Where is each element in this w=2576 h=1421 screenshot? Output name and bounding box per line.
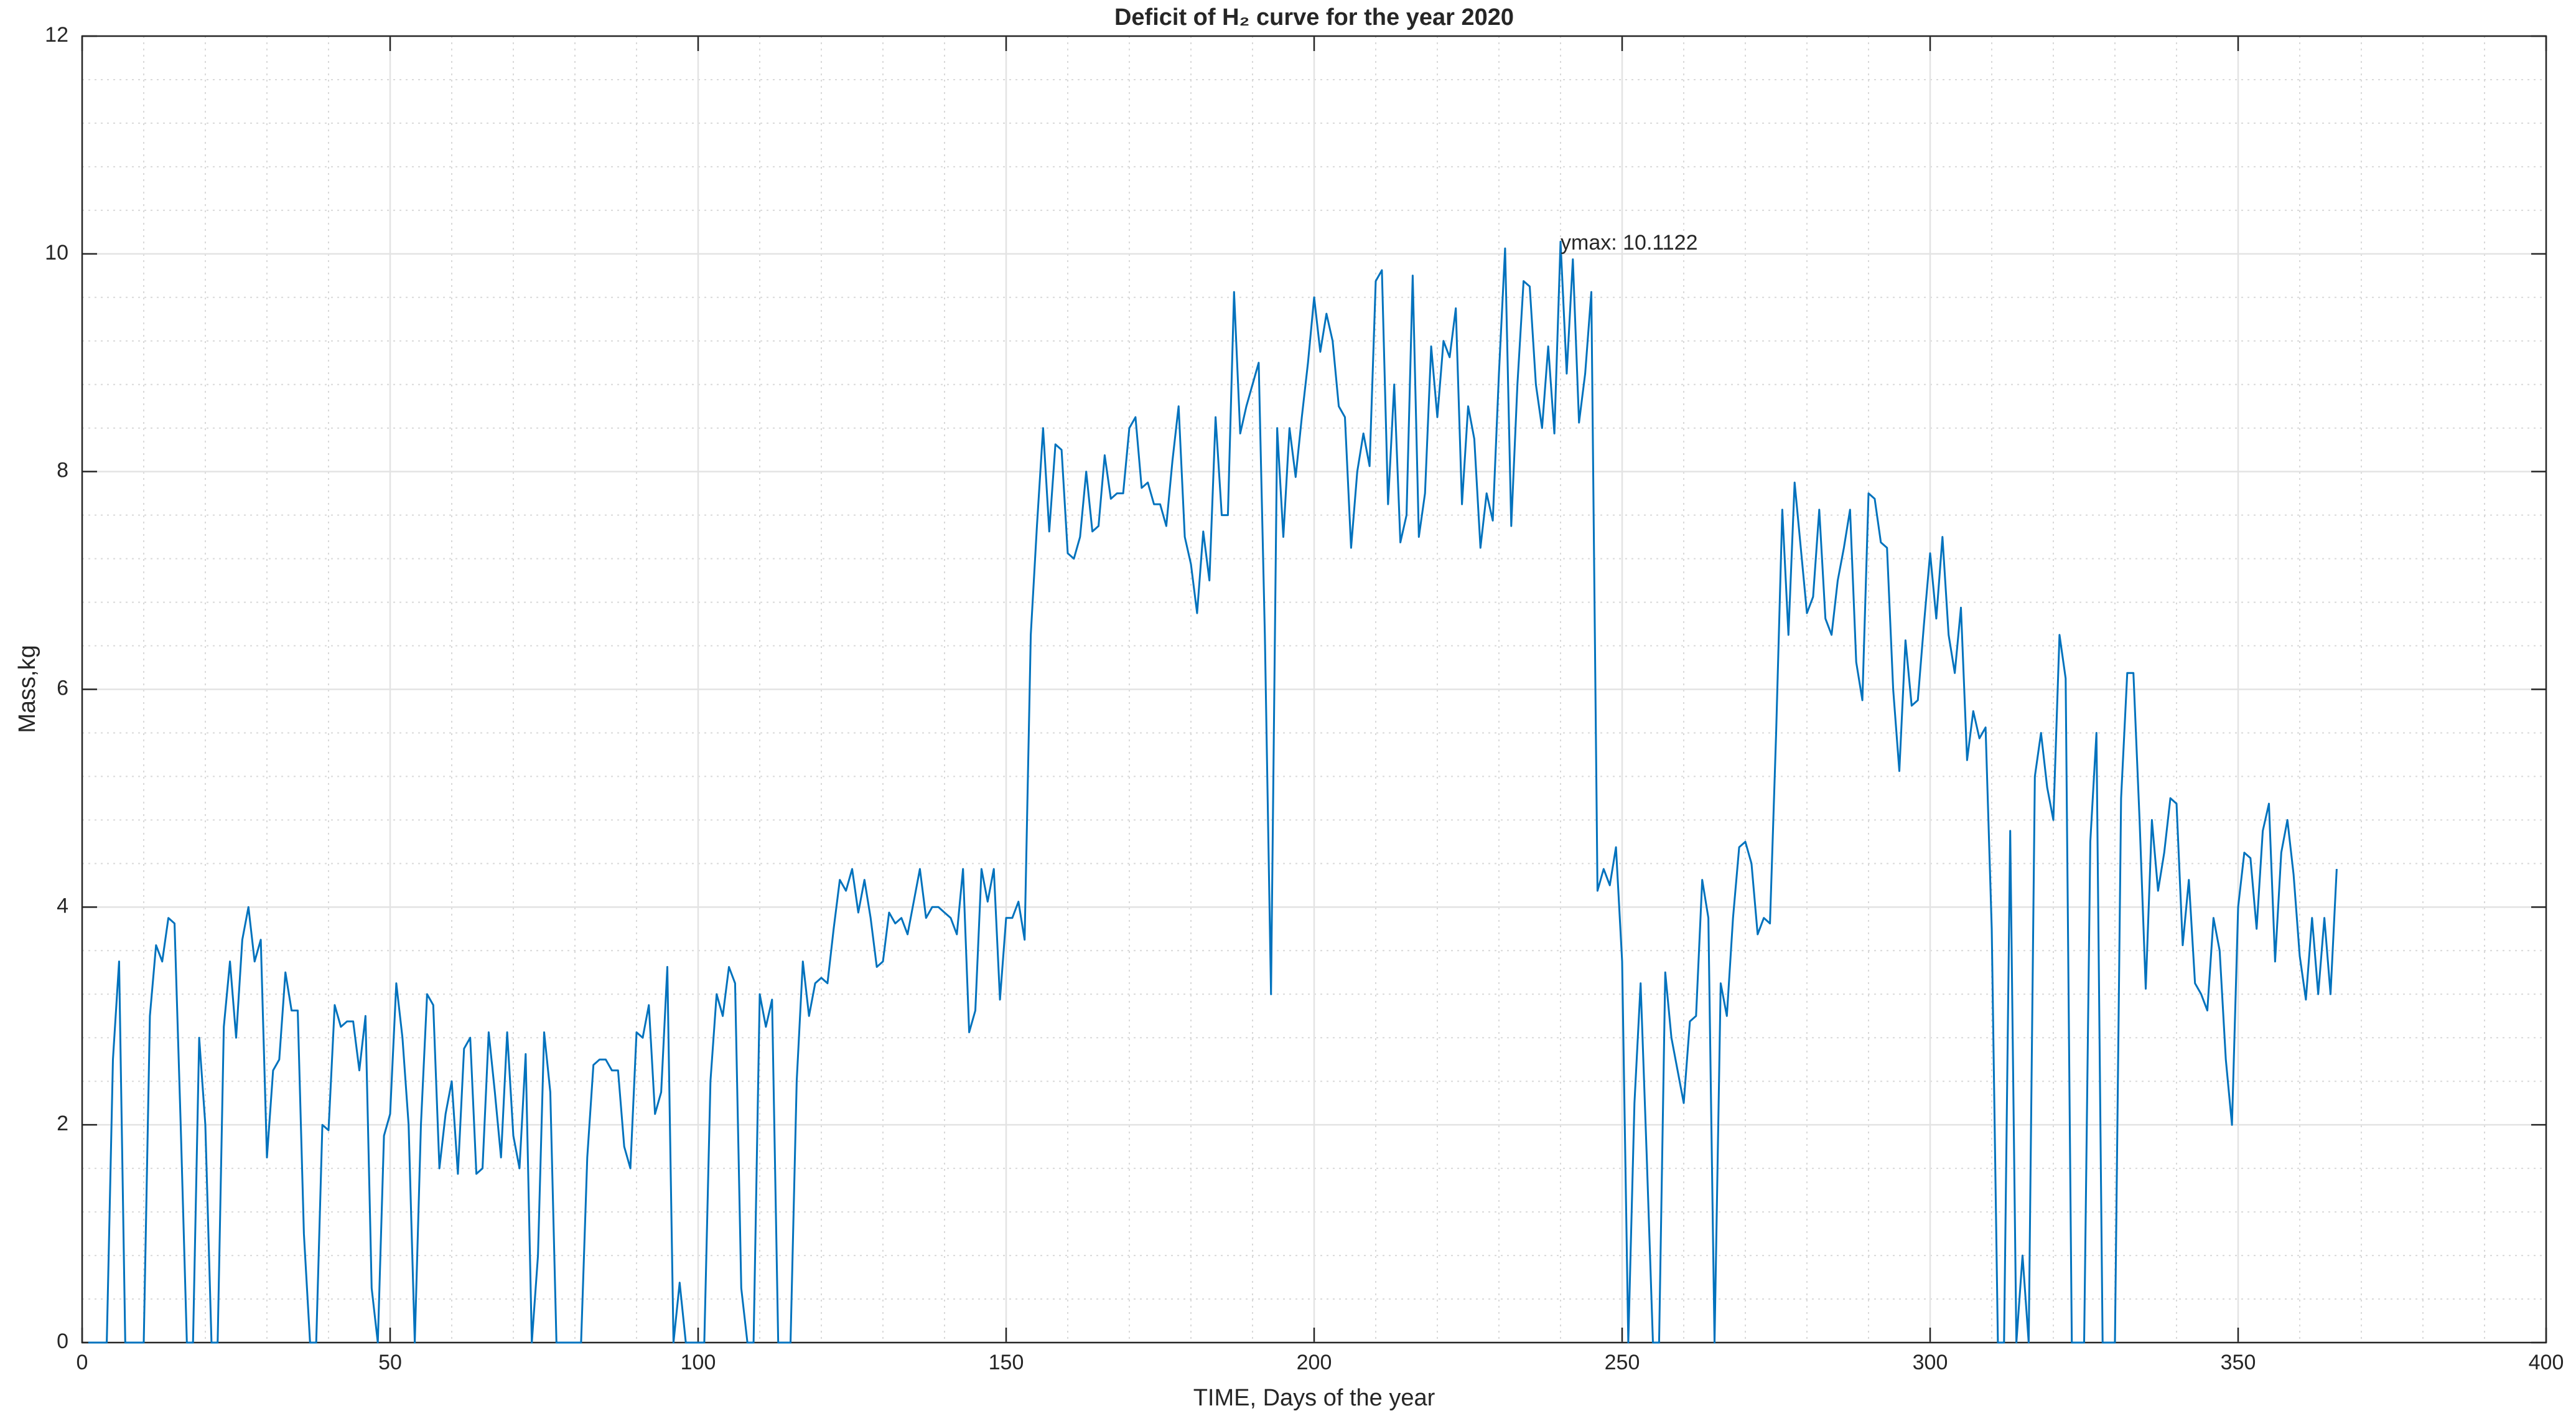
x-tick-label: 150 bbox=[989, 1351, 1024, 1374]
y-tick-label: 6 bbox=[57, 676, 68, 700]
x-tick-label: 300 bbox=[1913, 1351, 1948, 1374]
x-tick-label: 50 bbox=[378, 1351, 402, 1374]
y-tick-label: 2 bbox=[57, 1112, 68, 1135]
annotation: ymax: 10.1122 bbox=[1561, 231, 1698, 255]
y-tick-label: 4 bbox=[57, 894, 68, 917]
y-tick-label: 10 bbox=[45, 241, 68, 265]
y-tick-label: 12 bbox=[45, 23, 68, 47]
x-tick-label: 400 bbox=[2529, 1351, 2564, 1374]
y-tick-label: 0 bbox=[57, 1330, 68, 1353]
x-tick-label: 0 bbox=[77, 1351, 88, 1374]
x-tick-label: 250 bbox=[1605, 1351, 1640, 1374]
y-tick-label: 8 bbox=[57, 459, 68, 482]
x-tick-label: 100 bbox=[681, 1351, 716, 1374]
y-axis-label: Mass,kg bbox=[14, 645, 40, 733]
x-tick-label: 200 bbox=[1297, 1351, 1332, 1374]
x-axis-label: TIME, Days of the year bbox=[1193, 1385, 1435, 1411]
chart-title: Deficit of H₂ curve for the year 2020 bbox=[1114, 4, 1514, 30]
data-line bbox=[88, 240, 2338, 1344]
x-tick-label: 350 bbox=[2221, 1351, 2256, 1374]
axes-box bbox=[81, 35, 2547, 1344]
